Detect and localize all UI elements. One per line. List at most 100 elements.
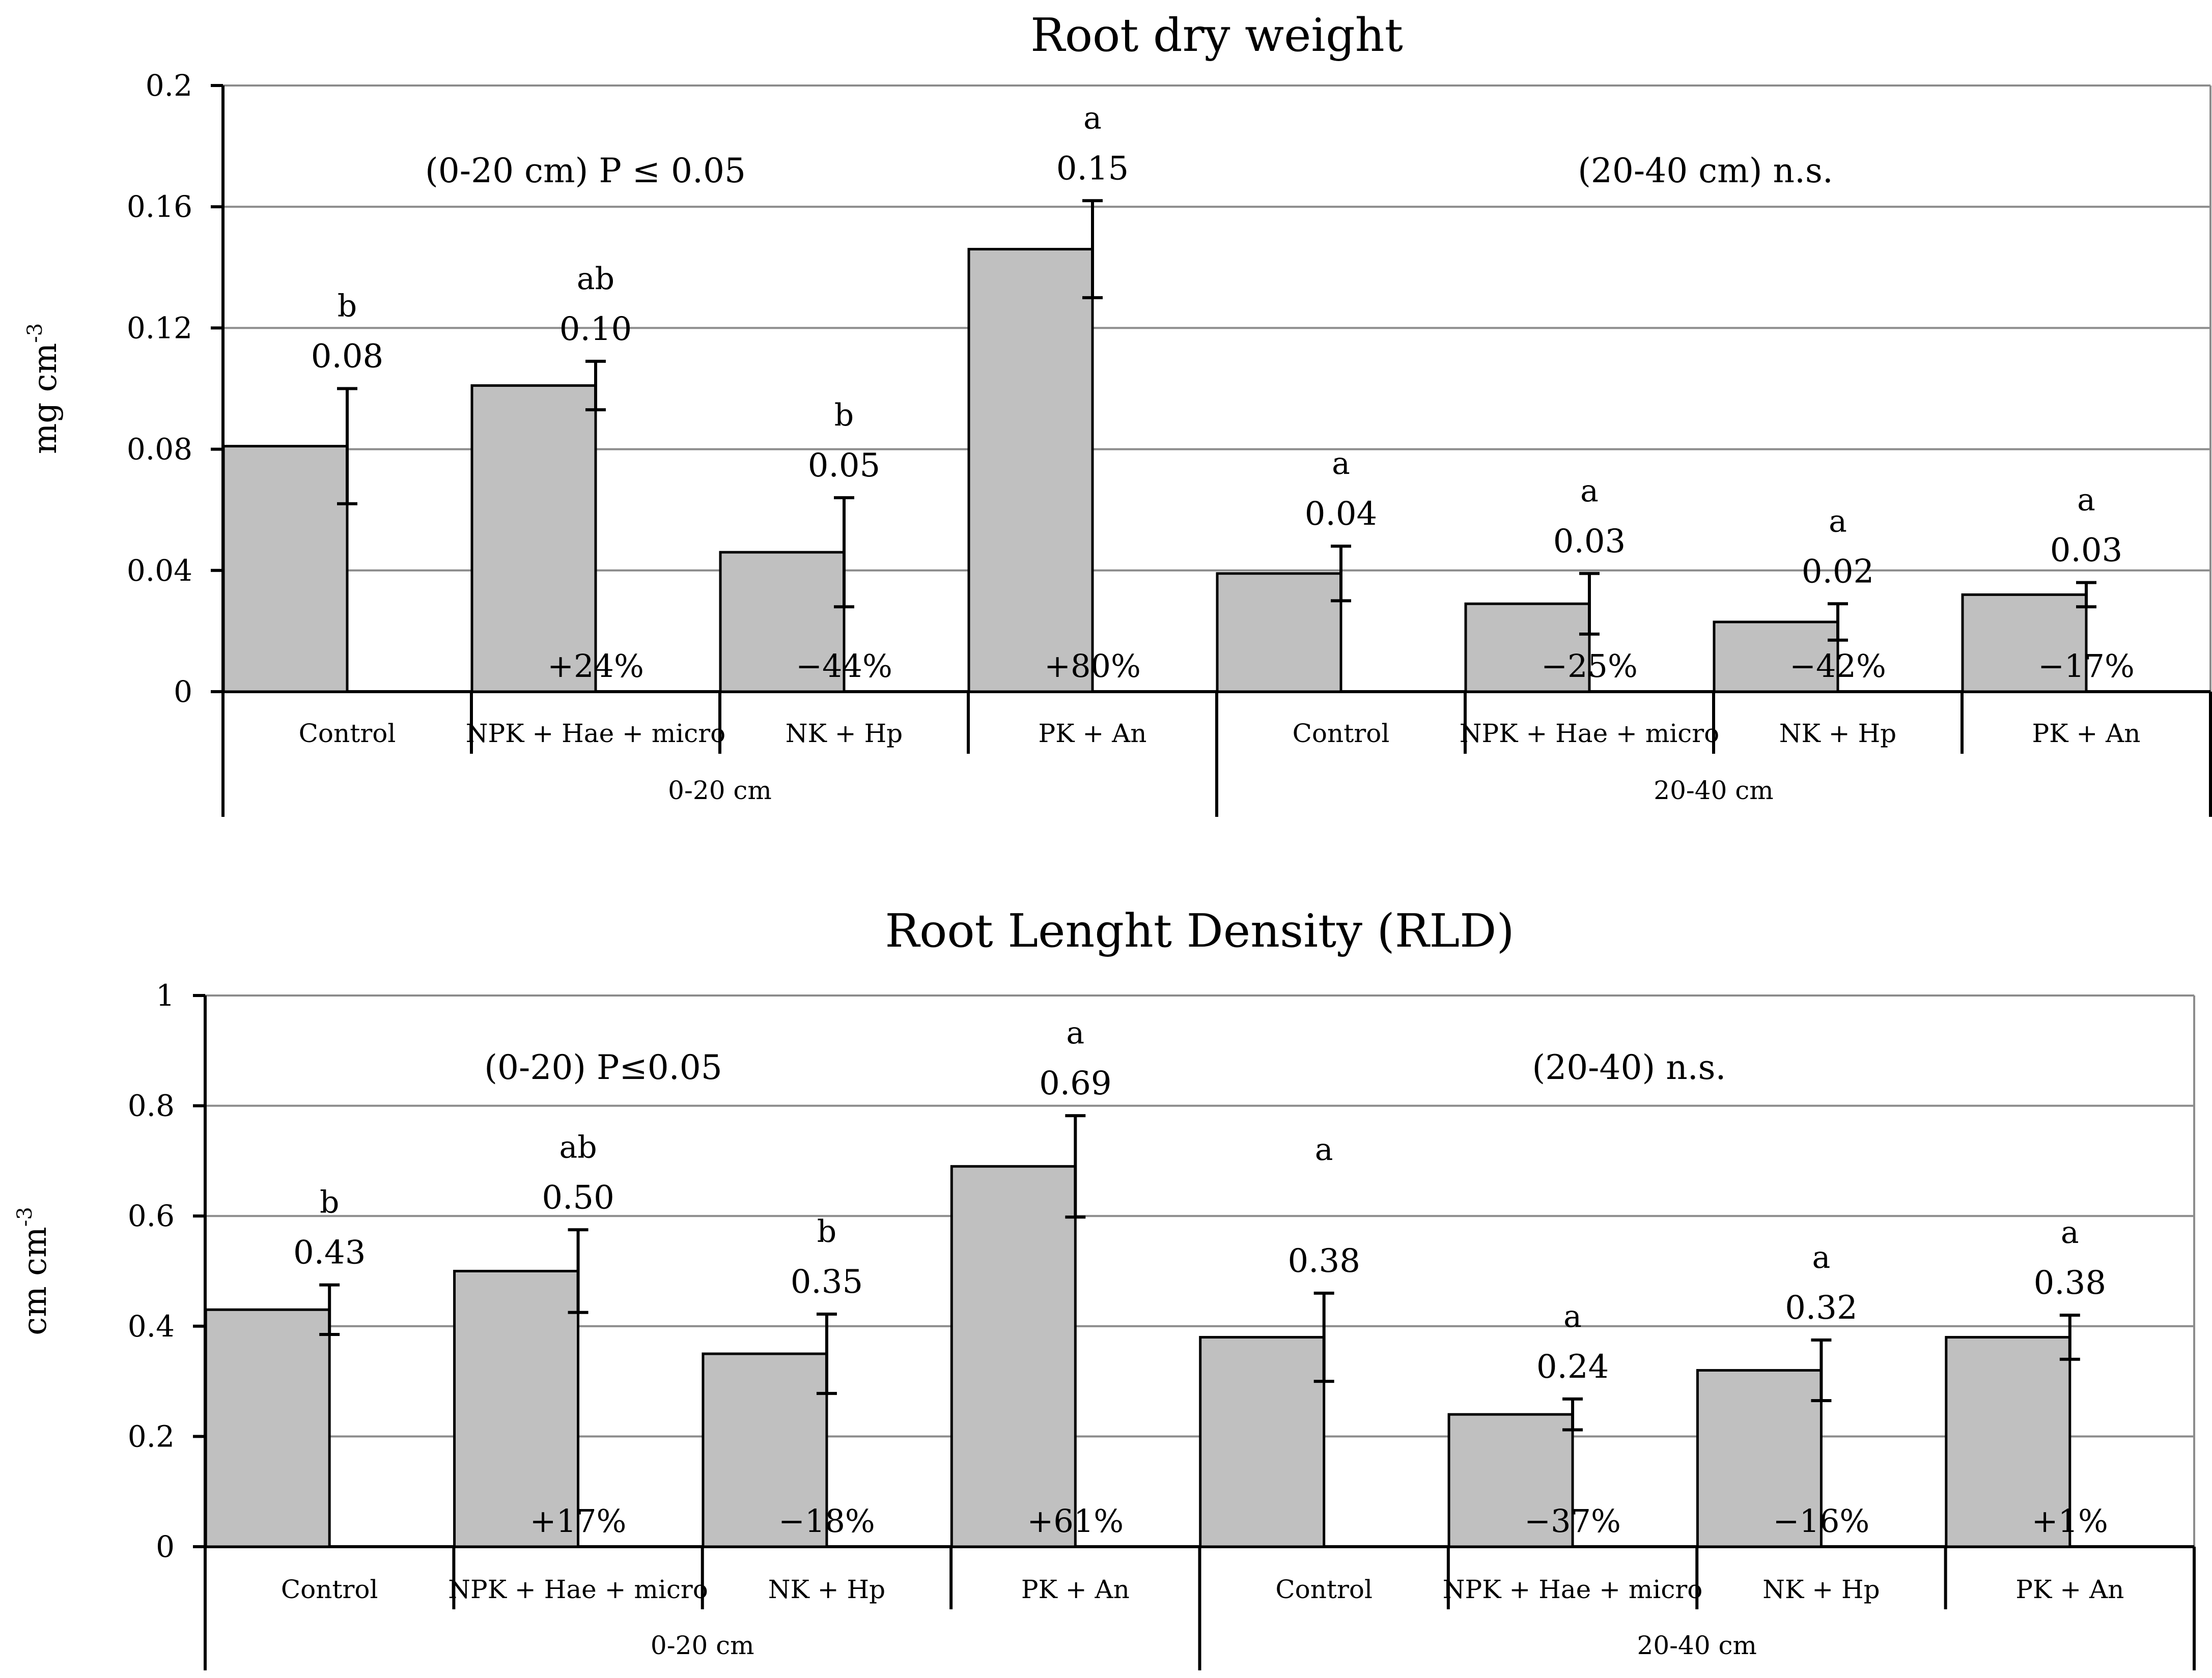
bar: [719, 551, 846, 693]
error-bar: [1082, 199, 1103, 299]
significance-letter: a: [2061, 1215, 2079, 1250]
x-category-label: NPK + Hae + micro: [466, 719, 726, 748]
bar: [1713, 620, 1839, 693]
percent-change-label: +1%: [2032, 1502, 2108, 1540]
error-bar: [834, 496, 854, 609]
percent-change-label: −18%: [778, 1502, 875, 1540]
y-tick-label: 0.6: [128, 1199, 175, 1233]
y-axis-label-text: cm cm: [16, 1227, 54, 1335]
y-tick-label: 0.04: [127, 553, 192, 588]
significance-letter: b: [338, 289, 357, 324]
bar-value-label: 0.08: [311, 338, 384, 376]
error-bar: [1811, 1338, 1832, 1403]
bar: [1464, 602, 1591, 693]
bar: [222, 445, 349, 693]
significance-letter: a: [1066, 1015, 1084, 1051]
bar-value-label: 0.69: [1039, 1065, 1112, 1102]
y-tick-label: 0.08: [127, 432, 192, 467]
bar: [702, 1352, 828, 1548]
x-category-label: NPK + Hae + micro: [448, 1575, 708, 1604]
bar-value-label: 0.38: [2034, 1264, 2107, 1302]
y-tick-label: 0.12: [127, 310, 192, 345]
significance-letter: a: [2077, 482, 2095, 518]
bar-value-label: 0.32: [1785, 1289, 1858, 1327]
error-bar: [337, 387, 357, 505]
percent-change-label: +80%: [1044, 647, 1141, 685]
y-axis-label: mg cm-3: [23, 323, 64, 454]
error-bar: [1828, 602, 1848, 642]
error-bar: [1331, 545, 1351, 603]
bar: [453, 1270, 580, 1548]
percent-change-label: +61%: [1027, 1502, 1124, 1540]
bar-value-label: 0.04: [1305, 495, 1378, 533]
x-category-label: Control: [281, 1575, 378, 1604]
y-axis-label-superscript: -3: [13, 1207, 37, 1227]
bar: [470, 384, 597, 693]
y-tick-label: 0: [156, 1529, 175, 1564]
y-axis-label-superscript: -3: [23, 323, 47, 343]
group-label: 20-40 cm: [1637, 1631, 1757, 1660]
bar-value-label: 0.05: [808, 447, 881, 485]
y-tick-label: 0.8: [128, 1089, 175, 1123]
bar-value-label: 0.50: [542, 1179, 614, 1216]
bar-value-label: 0.43: [293, 1234, 366, 1272]
chart-panel-1: Root dry weight 0 0.04 0.08 0.12 0.16 0.2 mg cm…: [23, 9, 2212, 817]
significance-letter: a: [1083, 100, 1102, 136]
bar-value-label: 0.02: [1802, 553, 1874, 590]
bar-value-label: 0.03: [1553, 523, 1626, 560]
x-category-label: Control: [1293, 719, 1390, 748]
significance-letter: b: [834, 397, 854, 433]
percent-change-label: −25%: [1541, 647, 1638, 685]
significance-letter: ab: [559, 1129, 597, 1165]
chart-panel-2: Root Lenght Density (RLD) 0 0.2 0.4 0.6 0.8 1 c…: [13, 904, 2196, 1670]
significance-letter: b: [817, 1214, 836, 1249]
group-label: 20-40 cm: [1654, 776, 1773, 805]
bar-value-label: 0.10: [559, 310, 632, 348]
x-category-label: NPK + Hae + micro: [1460, 719, 1720, 748]
bar-value-label: 0.03: [2050, 532, 2123, 570]
error-bar: [1065, 1114, 1086, 1219]
percent-change-label: +17%: [530, 1502, 627, 1540]
percent-change-label: −16%: [1773, 1502, 1870, 1540]
significance-letter: a: [1829, 503, 1847, 539]
error-bar: [319, 1283, 340, 1336]
percent-change-label: −37%: [1524, 1502, 1621, 1540]
significance-letter: a: [1332, 446, 1350, 481]
y-tick-label: 1: [156, 978, 175, 1013]
error-bar: [2059, 1314, 2080, 1361]
error-bar: [568, 1228, 589, 1314]
x-category-label: PK + An: [2015, 1575, 2124, 1604]
x-category-label: NK + Hp: [768, 1575, 885, 1604]
chart-title: Root Lenght Density (RLD): [885, 904, 1514, 958]
x-category-label: PK + An: [1021, 1575, 1130, 1604]
error-bar: [1313, 1291, 1334, 1383]
x-category-label: NK + Hp: [786, 719, 903, 748]
bar: [1447, 1413, 1574, 1548]
y-tick-label: 0: [174, 674, 192, 709]
significance-letter: a: [1580, 473, 1599, 509]
percent-change-label: −17%: [2038, 647, 2135, 685]
bar: [1696, 1369, 1823, 1548]
error-bar: [1579, 572, 1600, 636]
x-category-label: NK + Hp: [1762, 1575, 1880, 1604]
bar: [204, 1308, 331, 1548]
error-bar: [2076, 581, 2096, 609]
significance-annotation: (0-20 cm) P ≤ 0.05: [425, 151, 746, 190]
chart-title: Root dry weight: [1030, 9, 1403, 62]
bar: [1961, 593, 2088, 693]
x-category-label: PK + An: [2032, 719, 2141, 748]
error-bar: [585, 359, 606, 412]
bar-value-label: 0.15: [1056, 150, 1129, 187]
error-bar: [1562, 1397, 1583, 1432]
y-tick-label: 0.2: [146, 68, 192, 103]
bar-value-label: 0.24: [1536, 1348, 1609, 1386]
bar: [1216, 572, 1342, 693]
x-category-label: Control: [1275, 1575, 1373, 1604]
significance-letter: a: [1812, 1240, 1831, 1275]
percent-change-label: +24%: [547, 647, 644, 685]
percent-change-label: −42%: [1789, 647, 1886, 685]
percent-change-label: −44%: [796, 647, 892, 685]
x-category-label: Control: [299, 719, 396, 748]
y-tick-label: 0.2: [128, 1419, 175, 1454]
